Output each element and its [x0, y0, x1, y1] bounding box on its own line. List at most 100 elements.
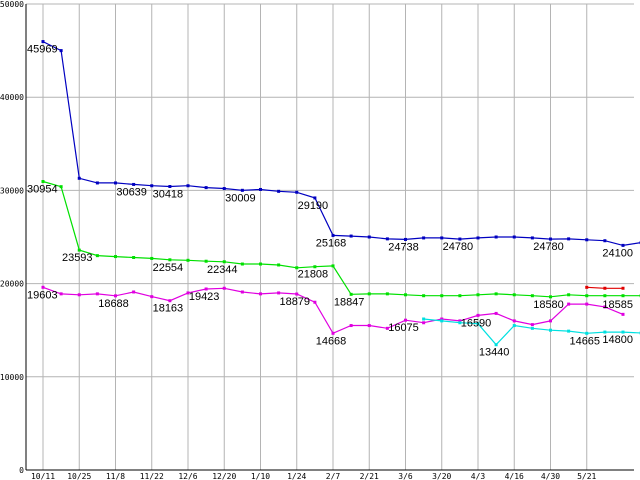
data-point — [204, 287, 208, 291]
y-tick-label: 20000 — [0, 280, 24, 289]
data-point — [422, 317, 426, 321]
data-point — [512, 293, 516, 297]
data-point — [440, 319, 444, 323]
data-label: 30639 — [116, 186, 147, 198]
data-point — [222, 260, 226, 264]
data-point — [385, 292, 389, 296]
data-point — [41, 40, 45, 44]
data-point — [59, 292, 63, 296]
data-label: 18585 — [602, 299, 633, 311]
data-point — [240, 188, 244, 192]
data-point — [440, 236, 444, 240]
data-point — [494, 343, 498, 347]
data-label: 24100 — [602, 247, 633, 259]
data-point — [494, 235, 498, 239]
data-label: 25168 — [316, 237, 347, 249]
data-point — [222, 187, 226, 191]
data-point — [367, 324, 371, 328]
data-point — [512, 324, 516, 328]
data-point — [404, 293, 407, 297]
data-point — [567, 237, 571, 241]
data-point — [458, 321, 462, 325]
data-label: 45969 — [27, 44, 58, 56]
data-point — [114, 294, 117, 298]
data-point — [549, 295, 552, 299]
data-point — [132, 256, 136, 260]
data-point — [494, 292, 498, 296]
data-point — [349, 234, 353, 238]
data-label: 16590 — [461, 317, 492, 329]
data-point — [530, 326, 534, 330]
data-label: 30009 — [225, 192, 256, 204]
data-label: 18580 — [533, 299, 564, 311]
x-tick-label: 4/16 — [505, 472, 524, 480]
x-tick-label: 1/24 — [287, 472, 306, 480]
data-point — [77, 293, 81, 297]
data-point — [585, 331, 589, 335]
y-tick-label: 0 — [19, 466, 24, 475]
data-point — [240, 290, 244, 294]
data-point — [295, 190, 299, 194]
data-point — [603, 294, 607, 298]
x-tick-label: 12/20 — [212, 472, 236, 480]
data-point — [549, 237, 552, 241]
data-label: 16075 — [388, 322, 419, 334]
data-label: 30954 — [27, 184, 58, 196]
data-point — [240, 262, 244, 266]
data-label: 21808 — [298, 269, 329, 281]
x-tick-label: 11/22 — [140, 472, 164, 480]
data-label: 23593 — [62, 252, 93, 264]
axes — [25, 4, 634, 471]
data-label: 29190 — [298, 200, 329, 212]
data-point — [168, 299, 172, 303]
data-label: 22344 — [207, 264, 238, 276]
data-point — [530, 323, 534, 327]
series-cyan — [422, 317, 640, 347]
data-point — [41, 285, 45, 289]
data-label: 18163 — [153, 303, 184, 315]
data-point — [331, 233, 335, 237]
x-tick-label: 10/25 — [67, 472, 91, 480]
data-label: 19603 — [27, 289, 58, 301]
data-point — [440, 317, 444, 321]
data-point — [114, 255, 117, 259]
data-point — [313, 196, 317, 200]
data-point — [331, 264, 335, 268]
data-point — [295, 292, 299, 296]
data-point — [259, 262, 262, 266]
data-point — [168, 185, 172, 189]
data-label: 18688 — [98, 298, 129, 310]
x-tick-labels: 10/11 10/25 11/8 11/22 12/6 12/20 1/10 1/24 2/7 2… — [31, 472, 597, 480]
y-tick-label: 30000 — [0, 186, 24, 195]
data-point — [603, 239, 607, 243]
series-blue — [41, 40, 640, 247]
data-point — [349, 324, 353, 328]
data-point — [59, 49, 63, 53]
data-label: 24780 — [533, 241, 564, 253]
data-point — [585, 238, 589, 242]
data-point — [585, 285, 589, 289]
x-tick-label: 11/8 — [106, 472, 125, 480]
data-point — [186, 291, 190, 295]
data-point — [277, 263, 281, 267]
y-tick-labels: 0 10000 20000 30000 40000 50000 — [0, 0, 24, 475]
data-labels: 45969 30639 30418 30009 29190 25168 24738 24780… — [27, 44, 633, 359]
data-point — [567, 302, 571, 306]
data-point — [476, 313, 480, 317]
series-magenta — [41, 285, 625, 335]
data-point — [313, 300, 317, 304]
data-point — [114, 181, 117, 185]
data-point — [476, 236, 480, 240]
data-point — [168, 258, 172, 262]
data-point — [59, 185, 63, 189]
data-point — [494, 311, 498, 315]
data-label: 19423 — [189, 291, 220, 303]
data-point — [295, 266, 299, 270]
data-point — [422, 294, 426, 298]
data-point — [77, 248, 81, 252]
data-point — [404, 237, 407, 241]
series-red — [585, 285, 625, 290]
data-point — [549, 319, 552, 323]
data-point — [585, 294, 589, 298]
